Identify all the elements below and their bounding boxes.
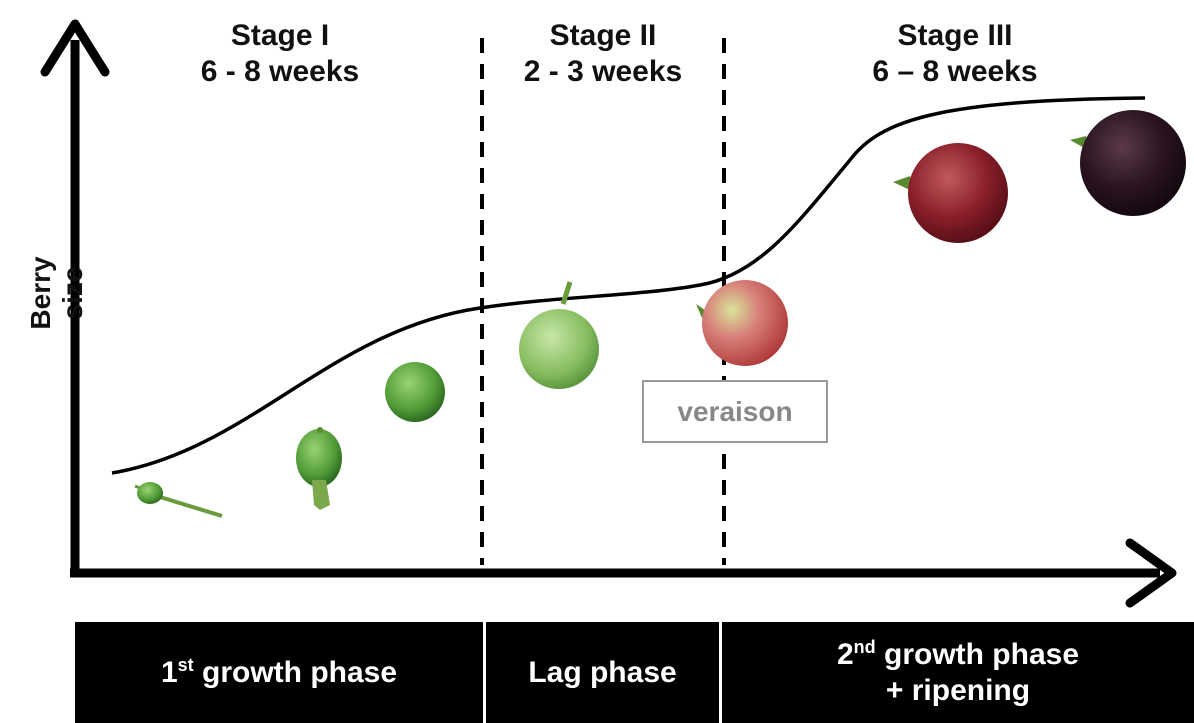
veraison-label: veraison: [642, 380, 828, 443]
stage-2-name: Stage II: [549, 19, 657, 52]
stage-3-name: Stage III: [897, 19, 1013, 52]
stage-2-duration: 2 - 3 weeks: [523, 55, 683, 88]
phase-1-pre: 1: [160, 655, 178, 689]
berry-5: [696, 280, 788, 366]
y-axis-label: Berry size: [25, 256, 88, 330]
berry-3: [385, 362, 445, 422]
phase-bar-2: Lag phase: [486, 622, 719, 723]
y-axis-arrowhead: [40, 19, 110, 77]
phase-1-post: growth phase: [193, 655, 398, 689]
phase-3-pre: 2: [836, 637, 854, 671]
stage-1-duration: 6 - 8 weeks: [200, 55, 360, 88]
phase-2-label: Lag phase: [528, 655, 677, 689]
stage-2-header: Stage II 2 - 3 weeks: [484, 18, 722, 90]
stage-1-header: Stage I 6 - 8 weeks: [160, 18, 400, 90]
berry-6: [893, 143, 1008, 243]
berry-1: [134, 482, 223, 518]
berry-4: [519, 281, 599, 389]
phase-3-post: growth phase: [875, 637, 1080, 671]
phase-1-sup: st: [177, 654, 194, 675]
phase-bar-3: 2nd growth phase + ripening: [722, 622, 1194, 723]
phase-3-line2: + ripening: [885, 673, 1031, 707]
phase-bar-1: 1st growth phase: [75, 622, 483, 723]
x-axis-arrowhead: [1125, 538, 1177, 608]
stage-3-duration: 6 – 8 weeks: [872, 55, 1038, 88]
stage-3-header: Stage III 6 – 8 weeks: [830, 18, 1080, 90]
berry-7: [1070, 110, 1186, 216]
berry-2: [296, 427, 342, 510]
stage-1-name: Stage I: [230, 19, 330, 52]
phase-3-sup: nd: [853, 636, 876, 657]
growth-curve: [111, 96, 1146, 475]
